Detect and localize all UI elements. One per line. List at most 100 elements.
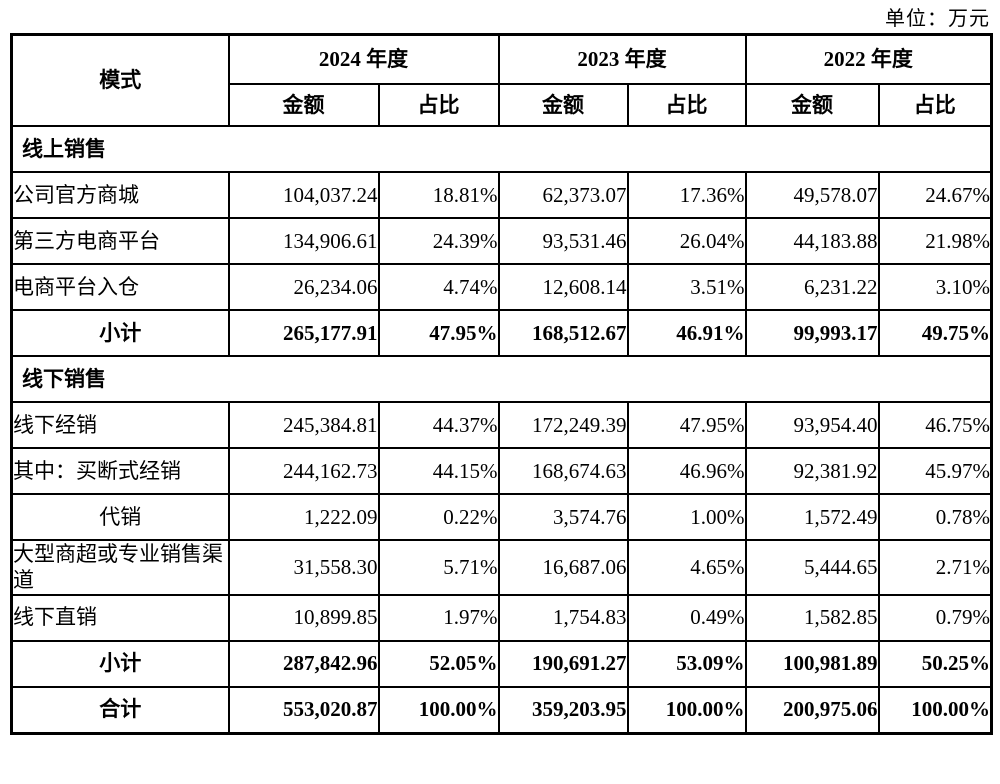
amount-2023-cell: 93,531.46 [497, 217, 629, 265]
ratio-2024-cell: 44.15% [377, 447, 500, 495]
table-row: 其中：买断式经销 244,162.73 44.15% 168,674.63 46… [10, 447, 993, 495]
amount-2022-cell: 1,582.85 [744, 593, 880, 642]
row-label: 大型商超或专业销售渠道 [10, 539, 230, 596]
ratio-2022-cell: 3.10% [877, 263, 993, 311]
amount-2022-cell: 44,183.88 [744, 217, 880, 265]
sales-mode-table: 模式 2024 年度 2023 年度 2022 年度 金额 占比 金额 占比 金… [10, 33, 993, 735]
ratio-2022-cell: 50.25% [877, 639, 993, 688]
ratio-2024-cell: 100.00% [377, 685, 500, 734]
amount-2023-cell: 359,203.95 [497, 685, 629, 734]
column-header-amount-2022: 金额 [744, 83, 880, 127]
ratio-2023-cell: 46.96% [626, 447, 747, 495]
amount-2024-cell: 287,842.96 [227, 639, 380, 688]
section-header-row: 线上销售 [10, 125, 993, 173]
amount-2024-cell: 10,899.85 [227, 593, 380, 642]
table-row: 电商平台入仓 26,234.06 4.74% 12,608.14 3.51% 6… [10, 263, 993, 311]
amount-2023-cell: 62,373.07 [497, 171, 629, 219]
amount-2022-cell: 92,381.92 [744, 447, 880, 495]
table-header: 模式 2024 年度 2023 年度 2022 年度 金额 占比 金额 占比 金… [10, 33, 993, 127]
ratio-2022-cell: 46.75% [877, 401, 993, 449]
amount-2022-cell: 93,954.40 [744, 401, 880, 449]
table-row: 代销 1,222.09 0.22% 3,574.76 1.00% 1,572.4… [10, 493, 993, 541]
ratio-2022-cell: 0.78% [877, 493, 993, 541]
amount-2023-cell: 190,691.27 [497, 639, 629, 688]
ratio-2023-cell: 46.91% [626, 309, 747, 357]
table-row: 线下经销 245,384.81 44.37% 172,249.39 47.95%… [10, 401, 993, 449]
header-row-subcolumns: 金额 占比 金额 占比 金额 占比 [12, 83, 993, 127]
ratio-2024-cell: 24.39% [377, 217, 500, 265]
row-label: 公司官方商城 [10, 171, 230, 219]
ratio-2022-cell: 2.71% [877, 539, 993, 596]
amount-2024-cell: 553,020.87 [227, 685, 380, 734]
column-header-year-2022: 2022 年度 [744, 33, 993, 85]
amount-2023-cell: 12,608.14 [497, 263, 629, 311]
table-row: 公司官方商城 104,037.24 18.81% 62,373.07 17.36… [10, 171, 993, 219]
row-label: 其中：买断式经销 [10, 447, 230, 495]
row-label: 合计 [10, 685, 230, 734]
table-body: 线上销售 公司官方商城 104,037.24 18.81% 62,373.07 … [10, 125, 993, 734]
amount-2023-cell: 168,674.63 [497, 447, 629, 495]
row-label: 小计 [10, 639, 230, 688]
ratio-2023-cell: 26.04% [626, 217, 747, 265]
ratio-2023-cell: 3.51% [626, 263, 747, 311]
ratio-2024-cell: 0.22% [377, 493, 500, 541]
amount-2024-cell: 104,037.24 [227, 171, 380, 219]
ratio-2022-cell: 45.97% [877, 447, 993, 495]
ratio-2024-cell: 4.74% [377, 263, 500, 311]
column-header-year-2024: 2024 年度 [227, 33, 500, 85]
amount-2023-cell: 16,687.06 [497, 539, 629, 596]
column-header-mode: 模式 [10, 33, 230, 127]
section-label: 线下销售 [10, 355, 993, 403]
amount-2023-cell: 168,512.67 [497, 309, 629, 357]
ratio-2024-cell: 18.81% [377, 171, 500, 219]
column-header-amount-2023: 金额 [497, 83, 629, 127]
amount-2024-cell: 265,177.91 [227, 309, 380, 357]
table-row: 小计 265,177.91 47.95% 168,512.67 46.91% 9… [10, 309, 993, 357]
amount-2023-cell: 1,754.83 [497, 593, 629, 642]
row-label: 第三方电商平台 [10, 217, 230, 265]
ratio-2022-cell: 49.75% [877, 309, 993, 357]
ratio-2023-cell: 47.95% [626, 401, 747, 449]
ratio-2024-cell: 1.97% [377, 593, 500, 642]
ratio-2024-cell: 52.05% [377, 639, 500, 688]
row-label: 线下经销 [10, 401, 230, 449]
ratio-2023-cell: 53.09% [626, 639, 747, 688]
table-row: 合计 553,020.87 100.00% 359,203.95 100.00%… [10, 685, 993, 734]
ratio-2022-cell: 24.67% [877, 171, 993, 219]
column-header-ratio-2022: 占比 [877, 83, 993, 127]
amount-2022-cell: 1,572.49 [744, 493, 880, 541]
amount-2024-cell: 31,558.30 [227, 539, 380, 596]
amount-2024-cell: 1,222.09 [227, 493, 380, 541]
amount-2022-cell: 5,444.65 [744, 539, 880, 596]
amount-2022-cell: 49,578.07 [744, 171, 880, 219]
amount-2023-cell: 172,249.39 [497, 401, 629, 449]
row-label: 线下直销 [10, 593, 230, 642]
ratio-2023-cell: 1.00% [626, 493, 747, 541]
amount-2022-cell: 100,981.89 [744, 639, 880, 688]
row-label: 小计 [10, 309, 230, 357]
section-label: 线上销售 [10, 125, 993, 173]
amount-2024-cell: 244,162.73 [227, 447, 380, 495]
section-header-row: 线下销售 [10, 355, 993, 403]
ratio-2023-cell: 100.00% [626, 685, 747, 734]
header-row-years: 模式 2024 年度 2023 年度 2022 年度 [10, 33, 993, 127]
amount-2022-cell: 200,975.06 [744, 685, 880, 734]
amount-2022-cell: 6,231.22 [744, 263, 880, 311]
table-row: 小计 287,842.96 52.05% 190,691.27 53.09% 1… [10, 639, 993, 688]
row-label: 代销 [10, 493, 230, 541]
column-header-ratio-2023: 占比 [626, 83, 747, 127]
amount-2023-cell: 3,574.76 [497, 493, 629, 541]
ratio-2023-cell: 0.49% [626, 593, 747, 642]
amount-2024-cell: 26,234.06 [227, 263, 380, 311]
column-header-year-2023: 2023 年度 [497, 33, 747, 85]
column-header-amount-2024: 金额 [227, 83, 380, 127]
amount-2024-cell: 134,906.61 [227, 217, 380, 265]
ratio-2022-cell: 0.79% [877, 593, 993, 642]
ratio-2024-cell: 47.95% [377, 309, 500, 357]
ratio-2022-cell: 100.00% [877, 685, 993, 734]
ratio-2024-cell: 44.37% [377, 401, 500, 449]
table-row: 大型商超或专业销售渠道 31,558.30 5.71% 16,687.06 4.… [10, 539, 993, 596]
column-header-ratio-2024: 占比 [377, 83, 500, 127]
ratio-2024-cell: 5.71% [377, 539, 500, 596]
